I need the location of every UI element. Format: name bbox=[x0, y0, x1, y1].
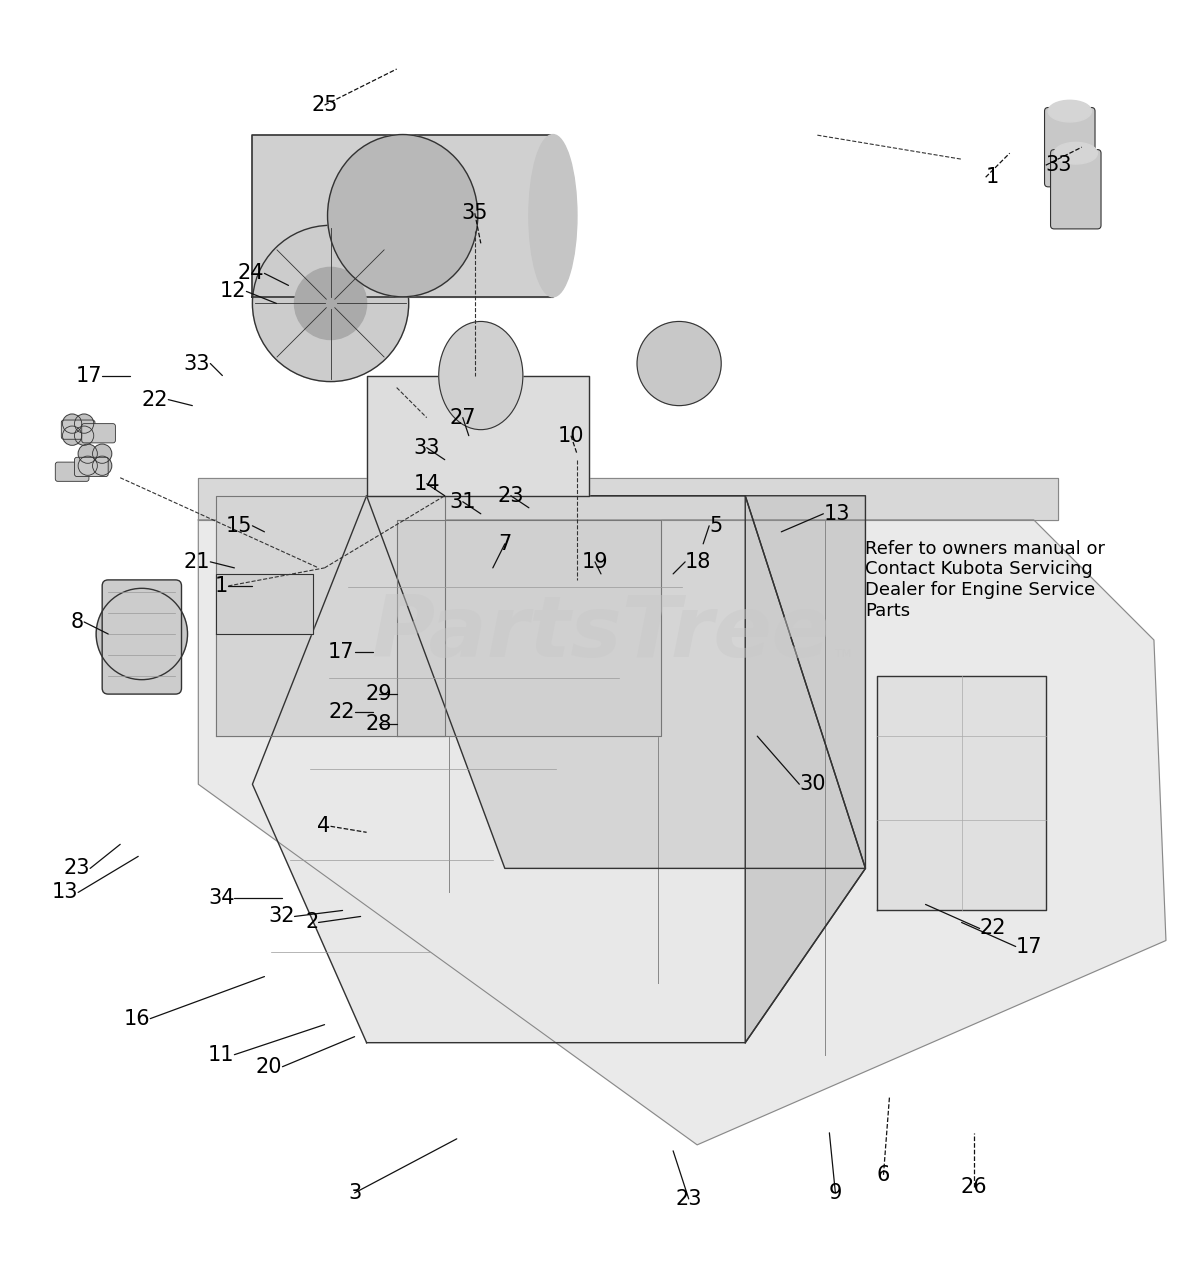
Text: 33: 33 bbox=[413, 438, 440, 458]
Text: 33: 33 bbox=[1046, 155, 1072, 175]
Polygon shape bbox=[252, 136, 553, 297]
Polygon shape bbox=[745, 495, 865, 1043]
Text: PartsTree: PartsTree bbox=[371, 593, 831, 676]
Text: 16: 16 bbox=[124, 1009, 150, 1029]
Circle shape bbox=[96, 589, 188, 680]
Text: 23: 23 bbox=[676, 1189, 702, 1208]
Polygon shape bbox=[397, 520, 661, 736]
Text: 1: 1 bbox=[986, 168, 999, 187]
Ellipse shape bbox=[439, 321, 523, 430]
Text: 2: 2 bbox=[305, 913, 319, 932]
Text: 11: 11 bbox=[208, 1044, 234, 1065]
Ellipse shape bbox=[529, 134, 577, 297]
FancyBboxPatch shape bbox=[102, 580, 182, 694]
Text: 29: 29 bbox=[365, 684, 392, 704]
Text: 26: 26 bbox=[960, 1176, 987, 1197]
FancyBboxPatch shape bbox=[75, 457, 108, 476]
Circle shape bbox=[93, 444, 112, 463]
Circle shape bbox=[75, 426, 94, 445]
FancyBboxPatch shape bbox=[82, 424, 115, 443]
Circle shape bbox=[63, 413, 82, 433]
FancyBboxPatch shape bbox=[55, 462, 89, 481]
Circle shape bbox=[78, 444, 97, 463]
Text: 25: 25 bbox=[311, 95, 338, 115]
Ellipse shape bbox=[327, 134, 478, 297]
Text: TM: TM bbox=[835, 649, 852, 659]
Text: 35: 35 bbox=[462, 204, 488, 223]
Text: 10: 10 bbox=[558, 426, 584, 445]
Text: 24: 24 bbox=[238, 264, 264, 283]
Ellipse shape bbox=[1054, 142, 1097, 164]
Text: 19: 19 bbox=[582, 552, 608, 572]
Text: 21: 21 bbox=[184, 552, 210, 572]
Polygon shape bbox=[198, 477, 1058, 520]
FancyBboxPatch shape bbox=[1051, 150, 1101, 229]
Text: 4: 4 bbox=[317, 817, 331, 836]
Polygon shape bbox=[198, 520, 1166, 1144]
Polygon shape bbox=[877, 676, 1046, 910]
Circle shape bbox=[78, 456, 97, 475]
Text: 23: 23 bbox=[64, 859, 90, 878]
Polygon shape bbox=[216, 495, 445, 736]
Text: 28: 28 bbox=[365, 714, 392, 735]
Text: 22: 22 bbox=[328, 703, 355, 722]
Circle shape bbox=[637, 321, 721, 406]
Polygon shape bbox=[252, 495, 865, 1043]
Text: Refer to owners manual or
Contact Kubota Servicing
Dealer for Engine Service
Par: Refer to owners manual or Contact Kubota… bbox=[865, 540, 1106, 620]
Text: 30: 30 bbox=[799, 774, 826, 794]
Text: 23: 23 bbox=[498, 485, 524, 506]
Text: 22: 22 bbox=[142, 389, 168, 410]
Text: 12: 12 bbox=[220, 282, 246, 301]
Text: 1: 1 bbox=[215, 576, 228, 596]
Text: 18: 18 bbox=[685, 552, 712, 572]
Polygon shape bbox=[367, 495, 865, 868]
Polygon shape bbox=[367, 375, 589, 495]
Text: 5: 5 bbox=[709, 516, 722, 536]
Text: 15: 15 bbox=[226, 516, 252, 536]
Polygon shape bbox=[216, 573, 313, 634]
Text: 7: 7 bbox=[498, 534, 512, 554]
Circle shape bbox=[252, 225, 409, 381]
Text: 20: 20 bbox=[256, 1057, 282, 1076]
Circle shape bbox=[93, 456, 112, 475]
Text: 34: 34 bbox=[208, 888, 234, 909]
FancyBboxPatch shape bbox=[1045, 108, 1095, 187]
Circle shape bbox=[75, 413, 94, 433]
Text: 22: 22 bbox=[980, 919, 1006, 938]
Text: 27: 27 bbox=[450, 407, 476, 428]
Text: 13: 13 bbox=[52, 882, 78, 902]
Ellipse shape bbox=[1048, 100, 1091, 122]
Text: 31: 31 bbox=[450, 492, 476, 512]
Text: 17: 17 bbox=[76, 366, 102, 385]
Circle shape bbox=[294, 268, 367, 339]
Circle shape bbox=[63, 426, 82, 445]
Text: 17: 17 bbox=[328, 643, 355, 662]
Text: 8: 8 bbox=[71, 612, 84, 632]
Text: 33: 33 bbox=[184, 353, 210, 374]
Text: 9: 9 bbox=[828, 1183, 843, 1203]
Text: 17: 17 bbox=[1016, 937, 1042, 956]
FancyBboxPatch shape bbox=[61, 420, 95, 439]
Text: 3: 3 bbox=[347, 1183, 362, 1203]
Text: 14: 14 bbox=[413, 474, 440, 494]
Text: 13: 13 bbox=[823, 504, 850, 524]
Text: 32: 32 bbox=[268, 906, 294, 927]
Text: 6: 6 bbox=[876, 1165, 891, 1185]
